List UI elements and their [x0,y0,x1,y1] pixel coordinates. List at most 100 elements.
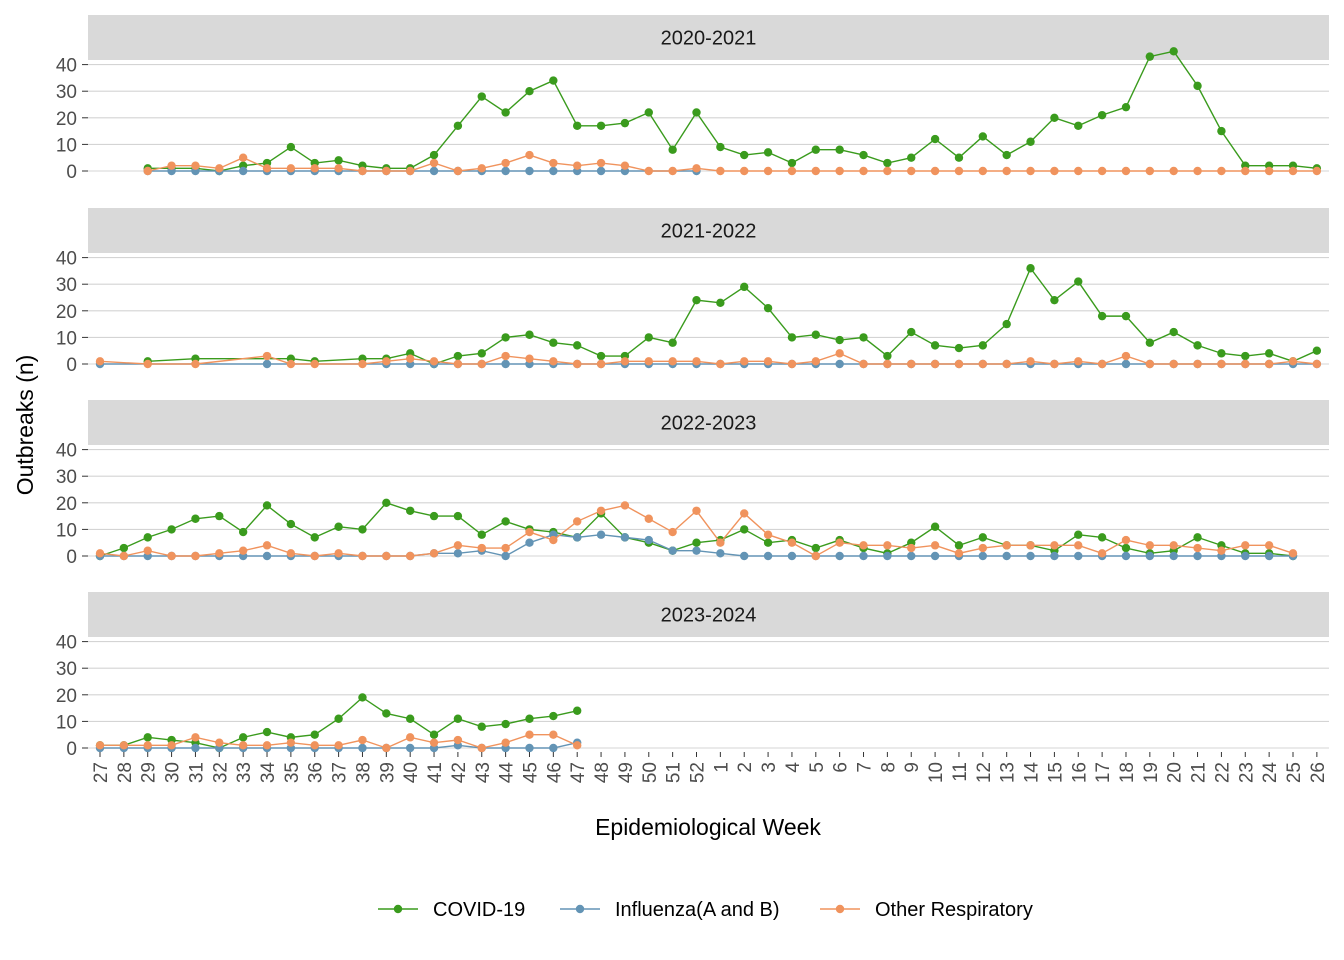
legend-label: Other Respiratory [875,899,1033,921]
data-point [835,145,844,154]
y-tick-label: 20 [56,686,77,707]
data-point [1288,357,1298,366]
data-point [978,551,988,561]
data-point [429,150,439,160]
y-tick-label: 0 [66,162,77,183]
data-point [549,357,558,366]
data-point [262,551,272,561]
data-point [954,549,964,558]
data-point [907,153,916,162]
x-tick-label: 24 [1260,762,1281,784]
data-point [859,551,868,561]
data-point [1264,359,1274,369]
data-point [1074,530,1083,539]
data-point [1002,551,1011,561]
data-point [382,709,391,718]
data-point [573,706,582,715]
data-point [954,343,964,353]
panel-2022-2023: 2022-2023 0 10 20 30 40 [56,400,1329,568]
x-tick-label: 47 [568,762,589,783]
x-tick-label: 39 [377,762,398,783]
data-point [95,549,105,558]
data-point [501,108,510,117]
data-point [835,166,844,176]
data-point [525,714,534,723]
data-point [954,166,964,176]
data-point [262,727,272,737]
data-point [978,166,988,176]
x-tick-label: 10 [926,762,947,783]
x-tick-label: 52 [688,762,709,783]
data-point [1193,533,1202,542]
data-point [1193,359,1202,369]
x-tick-label: 30 [163,762,184,783]
data-point [1026,264,1035,273]
data-point [644,108,653,117]
data-point [405,354,415,363]
x-tick-label: 42 [449,762,470,783]
data-point [787,359,797,369]
data-point [1312,359,1322,369]
data-point [907,551,916,561]
data-point [143,359,152,369]
data-point [716,549,725,558]
data-point [1217,349,1226,358]
data-point [334,164,343,173]
x-tick-label: 12 [974,762,995,783]
data-point [525,730,534,739]
data-point [954,153,964,162]
panel-title: 2020-2021 [661,28,757,50]
data-point [310,741,319,750]
x-tick-label: 40 [401,762,422,783]
data-point [119,551,129,561]
x-tick-label: 6 [831,762,852,773]
data-point [1074,357,1083,366]
data-point [668,338,677,347]
series-Other Respiratory [95,349,1322,369]
data-point [453,511,463,521]
data-point [358,735,367,745]
data-point [334,549,343,558]
data-point [453,714,463,723]
data-point [238,733,248,742]
data-point [573,517,582,526]
data-point [740,525,749,534]
data-point [835,359,844,369]
legend-item: Other Respiratory [820,899,1033,921]
data-point [501,333,510,342]
data-point [167,161,176,170]
data-point [1097,311,1107,321]
data-point [525,150,534,160]
data-point [740,509,749,518]
data-point [930,341,940,350]
panel-strip [88,400,1329,445]
data-point [763,357,773,366]
data-point [1169,541,1178,550]
data-point [1241,541,1250,550]
x-tick-label: 37 [330,762,351,783]
y-tick-label: 40 [56,56,77,77]
data-point [763,148,773,157]
series-Other Respiratory [95,730,582,753]
data-point [286,519,296,529]
y-tick-label: 30 [56,467,77,488]
data-point [143,166,152,176]
data-point [1050,113,1059,123]
data-point [501,719,510,729]
data-point [549,166,558,176]
data-point [262,741,272,750]
data-point [1121,102,1131,112]
data-point [238,166,248,176]
data-point [501,551,510,561]
data-point [358,525,367,534]
data-point [310,551,319,561]
data-point [716,166,725,176]
x-tick-label: 44 [497,762,518,784]
data-point [95,357,105,366]
data-point [382,498,391,507]
y-tick-label: 0 [66,547,77,568]
data-point [1145,541,1155,550]
data-point [262,501,272,510]
x-tick-label: 16 [1069,762,1090,783]
data-point [644,514,653,523]
